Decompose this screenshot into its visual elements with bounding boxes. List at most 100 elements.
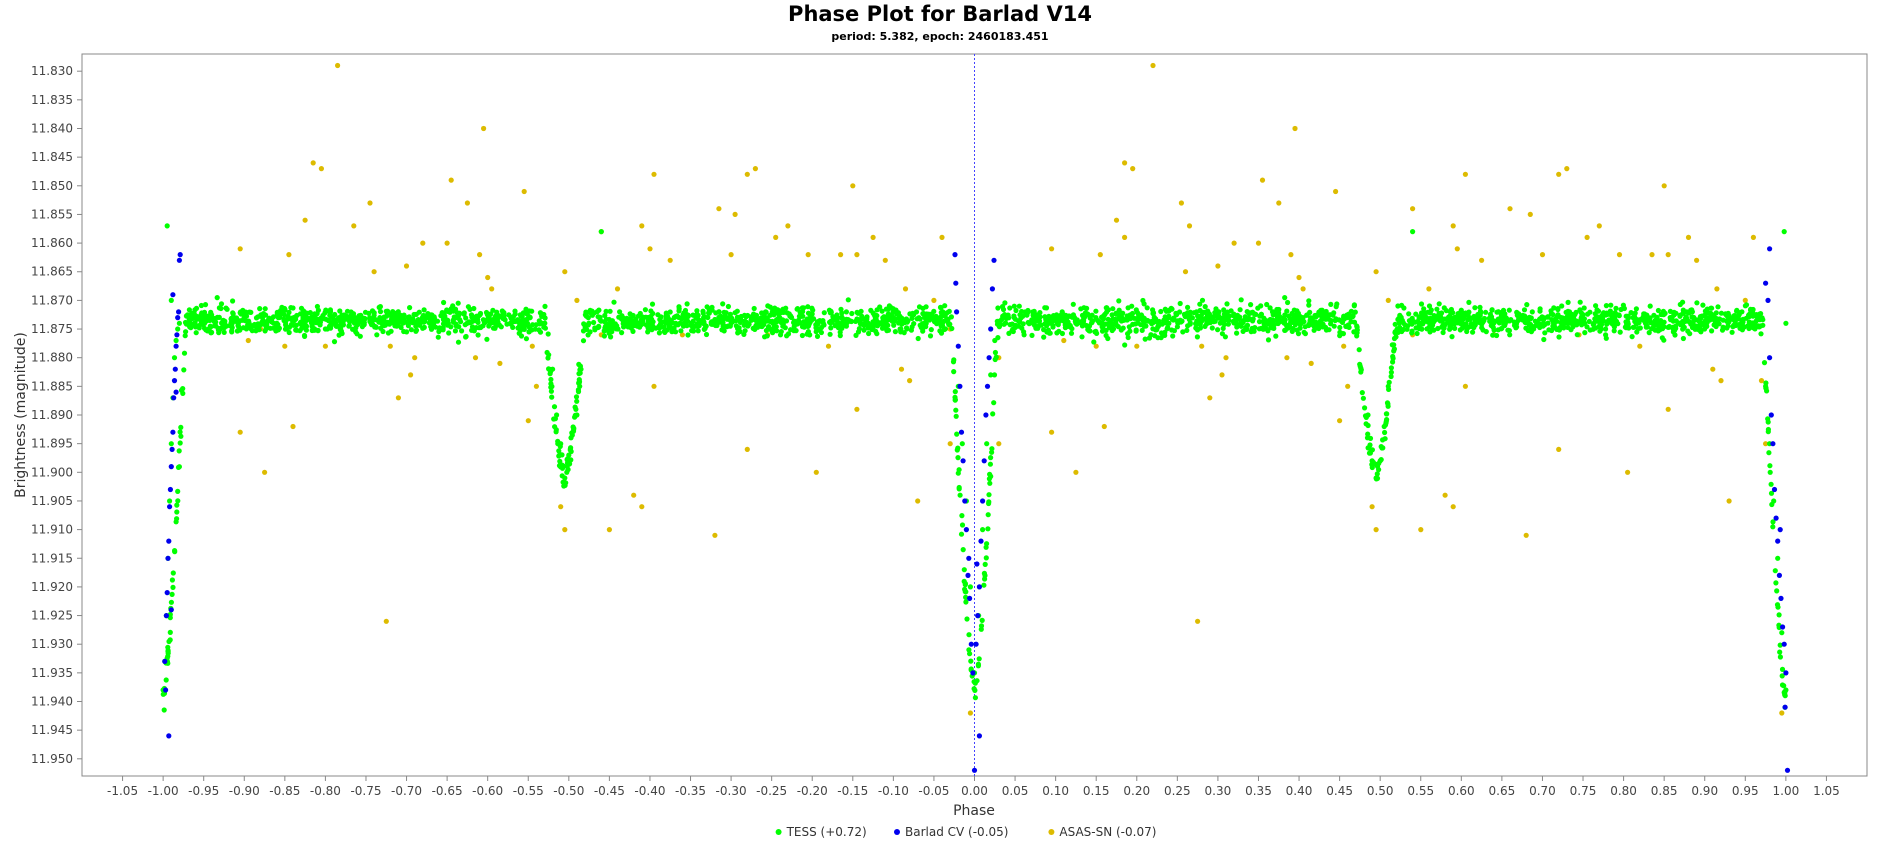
x-tick-label: 0.60 bbox=[1448, 784, 1475, 798]
series-point-0 bbox=[737, 316, 744, 322]
series-point-2 bbox=[838, 252, 844, 258]
series-point-0 bbox=[1675, 320, 1681, 326]
series-point-0 bbox=[1054, 330, 1060, 336]
series-point-0 bbox=[985, 526, 991, 532]
x-tick-label: 0.85 bbox=[1651, 784, 1678, 798]
series-point-0 bbox=[1377, 458, 1383, 464]
series-point-2 bbox=[1527, 211, 1533, 217]
series-point-2 bbox=[533, 383, 540, 389]
series-point-0 bbox=[1649, 326, 1655, 332]
series-point-2 bbox=[1215, 263, 1221, 269]
series-point-2 bbox=[1694, 257, 1700, 263]
y-tick-label: 11.945 bbox=[31, 723, 73, 737]
series-point-0 bbox=[791, 318, 797, 324]
series-point-0 bbox=[565, 458, 571, 464]
series-point-0 bbox=[815, 321, 821, 327]
series-point-0 bbox=[1540, 323, 1546, 329]
series-point-2 bbox=[489, 286, 495, 292]
series-point-0 bbox=[440, 321, 447, 327]
series-point-0 bbox=[1337, 329, 1343, 335]
series-point-0 bbox=[1776, 612, 1782, 618]
series-point-0 bbox=[214, 295, 220, 301]
series-point-0 bbox=[542, 303, 548, 309]
series-point-0 bbox=[668, 318, 674, 324]
series-point-0 bbox=[173, 519, 179, 525]
series-point-2 bbox=[1556, 446, 1562, 452]
series-point-0 bbox=[215, 327, 222, 333]
series-point-0 bbox=[1614, 312, 1620, 318]
series-point-0 bbox=[270, 314, 277, 320]
series-point-2 bbox=[639, 504, 645, 510]
series-point-0 bbox=[169, 591, 175, 598]
series-point-0 bbox=[1593, 303, 1599, 309]
series-point-0 bbox=[983, 544, 989, 550]
series-point-2 bbox=[1122, 160, 1128, 166]
series-point-0 bbox=[1369, 464, 1375, 471]
series-point-0 bbox=[1007, 305, 1013, 311]
series-point-1 bbox=[168, 464, 174, 470]
series-point-0 bbox=[1749, 322, 1755, 328]
x-tick-label: 0.65 bbox=[1489, 784, 1516, 798]
series-point-0 bbox=[916, 304, 923, 310]
series-point-0 bbox=[700, 310, 706, 316]
series-point-0 bbox=[508, 321, 514, 327]
series-point-0 bbox=[175, 326, 181, 332]
series-point-0 bbox=[772, 310, 778, 316]
series-point-2 bbox=[752, 166, 759, 172]
series-point-0 bbox=[1146, 335, 1153, 341]
series-point-0 bbox=[602, 325, 608, 331]
series-point-0 bbox=[1281, 320, 1287, 326]
series-point-0 bbox=[602, 312, 608, 319]
chart-title: Phase Plot for Barlad V14 bbox=[788, 2, 1092, 26]
series-point-0 bbox=[1226, 313, 1232, 319]
series-point-2 bbox=[1479, 257, 1485, 263]
series-point-0 bbox=[486, 323, 492, 329]
series-point-0 bbox=[437, 325, 443, 331]
series-point-0 bbox=[230, 311, 236, 317]
series-point-0 bbox=[968, 666, 974, 672]
series-point-2 bbox=[1442, 492, 1448, 498]
series-point-2 bbox=[631, 492, 637, 498]
series-point-2 bbox=[237, 429, 243, 435]
series-point-0 bbox=[182, 333, 188, 339]
series-point-0 bbox=[258, 312, 264, 318]
series-point-0 bbox=[640, 320, 646, 326]
series-point-0 bbox=[1244, 317, 1250, 323]
series-point-0 bbox=[168, 441, 174, 447]
series-point-0 bbox=[1623, 325, 1629, 331]
series-point-0 bbox=[1655, 307, 1661, 314]
series-point-0 bbox=[455, 339, 462, 345]
series-point-0 bbox=[1009, 328, 1015, 334]
series-point-0 bbox=[695, 323, 701, 330]
series-point-0 bbox=[1120, 310, 1126, 316]
series-point-0 bbox=[764, 333, 770, 339]
series-point-0 bbox=[791, 328, 797, 334]
series-point-0 bbox=[209, 312, 215, 318]
series-point-0 bbox=[1566, 314, 1573, 320]
series-point-0 bbox=[733, 318, 739, 324]
series-point-1 bbox=[1773, 515, 1779, 521]
x-tick-label: -0.45 bbox=[594, 784, 625, 798]
series-point-0 bbox=[1180, 329, 1186, 335]
series-point-0 bbox=[315, 328, 321, 334]
series-point-0 bbox=[538, 320, 544, 326]
series-point-0 bbox=[1302, 324, 1308, 330]
series-point-0 bbox=[1184, 327, 1190, 333]
series-point-0 bbox=[523, 336, 530, 342]
y-axis-ticks: 11.830 11.835 11.840 11.845 11.850 11.855 11.8… bbox=[31, 64, 82, 766]
series-point-0 bbox=[1609, 320, 1615, 326]
series-point-0 bbox=[331, 339, 338, 345]
series-point-0 bbox=[1202, 304, 1208, 310]
series-point-0 bbox=[274, 320, 280, 326]
series-point-0 bbox=[1103, 305, 1109, 311]
series-point-0 bbox=[889, 318, 895, 324]
x-tick-label: 1.05 bbox=[1813, 784, 1840, 798]
series-point-0 bbox=[307, 310, 313, 316]
x-tick-label: 0.35 bbox=[1245, 784, 1272, 798]
series-point-1 bbox=[1776, 572, 1782, 579]
legend-marker bbox=[1048, 829, 1055, 835]
series-point-0 bbox=[161, 707, 167, 713]
x-tick-label: 0.90 bbox=[1691, 784, 1718, 798]
y-tick-label: 11.870 bbox=[31, 293, 73, 307]
series-point-0 bbox=[883, 325, 889, 331]
